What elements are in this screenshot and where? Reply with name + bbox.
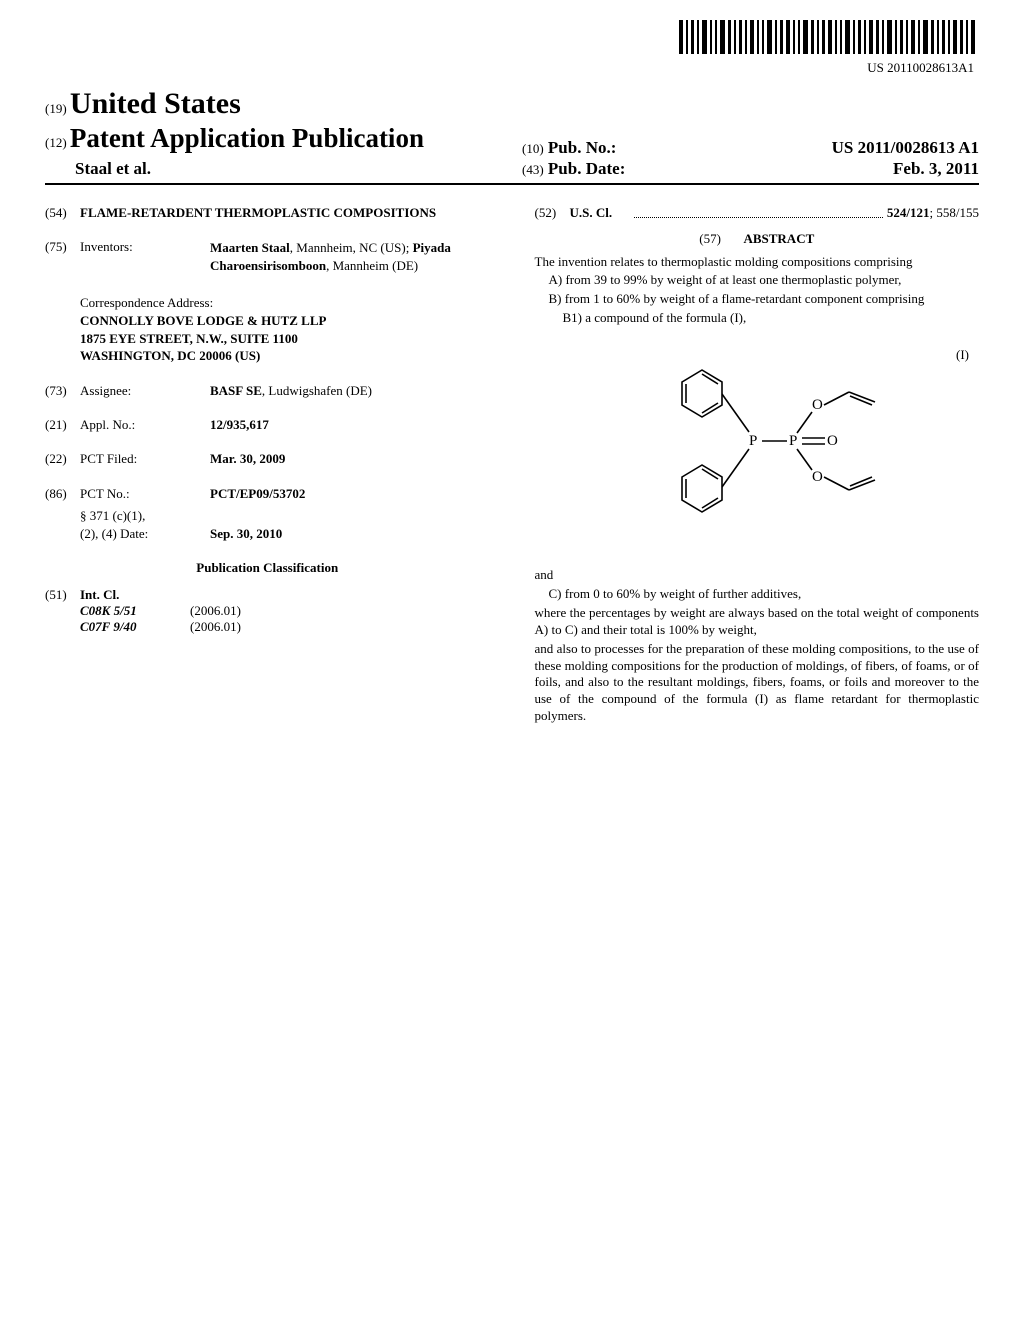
uscl-code: (52) <box>535 205 570 221</box>
code-pubdate: (43) <box>522 162 544 177</box>
intcl-ver: (2006.01) <box>190 603 241 619</box>
header-left: (19) United States (12) Patent Applicati… <box>45 85 502 180</box>
abstract-intro: The invention relates to thermoplastic m… <box>535 254 980 271</box>
code-kind: (12) <box>45 135 67 150</box>
abstract-code: (57) <box>699 231 721 246</box>
abstract-c: C) from 0 to 60% by weight of further ad… <box>535 586 980 603</box>
pctno-date-label: (2), (4) Date: <box>80 526 210 542</box>
intcl-code: (51) <box>45 587 80 636</box>
pctno-label: PCT No.: <box>80 486 210 502</box>
uscl-bold: 524/121 <box>887 205 930 220</box>
field-applno: (21) Appl. No.: 12/935,617 <box>45 417 490 433</box>
field-pctno: (86) PCT No.: PCT/EP09/53702 <box>45 486 490 502</box>
pctfiled-label: PCT Filed: <box>80 451 210 467</box>
intcl-ver: (2006.01) <box>190 619 241 635</box>
field-pctno-date: (2), (4) Date: Sep. 30, 2010 <box>45 526 490 542</box>
barcode <box>679 20 979 54</box>
inventor-name: Maarten Staal <box>210 240 290 255</box>
intcl-row: C08K 5/51 (2006.01) <box>80 603 241 619</box>
applno-value: 12/935,617 <box>210 417 490 433</box>
field-inventors: (75) Inventors: Maarten Staal, Mannheim,… <box>45 239 490 275</box>
abstract-a: A) from 39 to 99% by weight of at least … <box>535 272 980 289</box>
svg-text:P: P <box>749 433 757 449</box>
inventors-label: Inventors: <box>80 239 210 275</box>
left-column: (54) FLAME-RETARDENT THERMOPLASTIC COMPO… <box>45 205 495 727</box>
assignee-value: BASF SE, Ludwigshafen (DE) <box>210 383 490 399</box>
code-country: (19) <box>45 101 67 116</box>
country: United States <box>70 87 241 120</box>
assignee-code: (73) <box>45 383 80 399</box>
abstract-body2: and also to processes for the preparatio… <box>535 641 980 725</box>
right-column: (52) U.S. Cl. 524/121; 558/155 (57) ABST… <box>530 205 980 727</box>
uscl-label: U.S. Cl. <box>570 205 630 221</box>
svg-text:O: O <box>812 469 823 485</box>
pctno-code: (86) <box>45 486 80 502</box>
title-value: FLAME-RETARDENT THERMOPLASTIC COMPOSITIO… <box>80 205 490 221</box>
correspondence-line: 1875 EYE STREET, N.W., SUITE 1100 <box>80 330 490 348</box>
svg-text:O: O <box>812 397 823 413</box>
formula-area: (I) <box>535 337 980 557</box>
code-pubno: (10) <box>522 141 544 156</box>
abstract-body1: where the percentages by weight are alwa… <box>535 605 980 639</box>
field-title: (54) FLAME-RETARDENT THERMOPLASTIC COMPO… <box>45 205 490 221</box>
header-right: (10) Pub. No.: US 2011/0028613 A1 (43) P… <box>502 137 979 180</box>
author-line: Staal et al. <box>45 158 502 179</box>
inventors-value: Maarten Staal, Mannheim, NC (US); Piyada… <box>210 239 490 275</box>
intcl-label: Int. Cl. <box>80 587 241 603</box>
field-uscl: (52) U.S. Cl. 524/121; 558/155 <box>535 205 980 221</box>
assignee-loc: , Ludwigshafen (DE) <box>262 383 372 398</box>
pctno-date-value: Sep. 30, 2010 <box>210 526 490 542</box>
abstract-heading-text: ABSTRACT <box>743 231 814 246</box>
abstract-and: and <box>535 567 980 584</box>
uscl-dots <box>634 205 883 218</box>
inventor-loc: , Mannheim (DE) <box>326 258 418 273</box>
abstract-body: The invention relates to thermoplastic m… <box>535 254 980 726</box>
correspondence: Correspondence Address: CONNOLLY BOVE LO… <box>80 294 490 365</box>
applno-label: Appl. No.: <box>80 417 210 433</box>
pctfiled-value: Mar. 30, 2009 <box>210 451 490 467</box>
barcode-area <box>45 20 979 58</box>
applno-code: (21) <box>45 417 80 433</box>
field-pctno-sect: § 371 (c)(1), <box>45 508 490 524</box>
field-intcl: (51) Int. Cl. C08K 5/51 (2006.01) C07F 9… <box>45 587 490 636</box>
intcl-list: Int. Cl. C08K 5/51 (2006.01) C07F 9/40 (… <box>80 587 241 636</box>
assignee-name: BASF SE <box>210 383 262 398</box>
abstract-heading: (57) ABSTRACT <box>535 231 980 247</box>
svg-text:P: P <box>789 433 797 449</box>
pctno-sect-label: § 371 (c)(1), <box>80 508 210 524</box>
abstract-b1: B1) a compound of the formula (I), <box>535 310 980 327</box>
field-assignee: (73) Assignee: BASF SE, Ludwigshafen (DE… <box>45 383 490 399</box>
inventors-code: (75) <box>45 239 80 275</box>
title-code: (54) <box>45 205 80 221</box>
field-pctfiled: (22) PCT Filed: Mar. 30, 2009 <box>45 451 490 467</box>
uscl-vals: 524/121; 558/155 <box>887 205 979 221</box>
pubclass-heading: Publication Classification <box>45 560 490 576</box>
doc-kind: Patent Application Publication <box>70 123 424 153</box>
correspondence-line: WASHINGTON, DC 20006 (US) <box>80 347 490 365</box>
svg-text:O: O <box>827 433 838 449</box>
assignee-label: Assignee: <box>80 383 210 399</box>
intcl-sym: C07F 9/40 <box>80 619 190 635</box>
pubno: US 2011/0028613 A1 <box>832 137 979 158</box>
intcl-row: C07F 9/40 (2006.01) <box>80 619 241 635</box>
header: (19) United States (12) Patent Applicati… <box>45 85 979 186</box>
barcode-pubnum: US 20110028613A1 <box>45 60 979 76</box>
chemical-structure-icon: P P O O O <box>627 337 887 547</box>
correspondence-label: Correspondence Address: <box>80 294 490 312</box>
inventor-loc: , Mannheim, NC (US); <box>290 240 413 255</box>
pubno-label: Pub. No.: <box>548 138 616 157</box>
pctno-value: PCT/EP09/53702 <box>210 486 490 502</box>
columns: (54) FLAME-RETARDENT THERMOPLASTIC COMPO… <box>45 205 979 727</box>
pctfiled-code: (22) <box>45 451 80 467</box>
formula-label: (I) <box>956 347 969 364</box>
uscl-rest: ; 558/155 <box>930 205 979 220</box>
abstract-b: B) from 1 to 60% by weight of a flame-re… <box>535 291 980 308</box>
intcl-sym: C08K 5/51 <box>80 603 190 619</box>
correspondence-line: CONNOLLY BOVE LODGE & HUTZ LLP <box>80 312 490 330</box>
pubdate-label: Pub. Date: <box>548 159 625 178</box>
pubdate: Feb. 3, 2011 <box>893 158 979 179</box>
